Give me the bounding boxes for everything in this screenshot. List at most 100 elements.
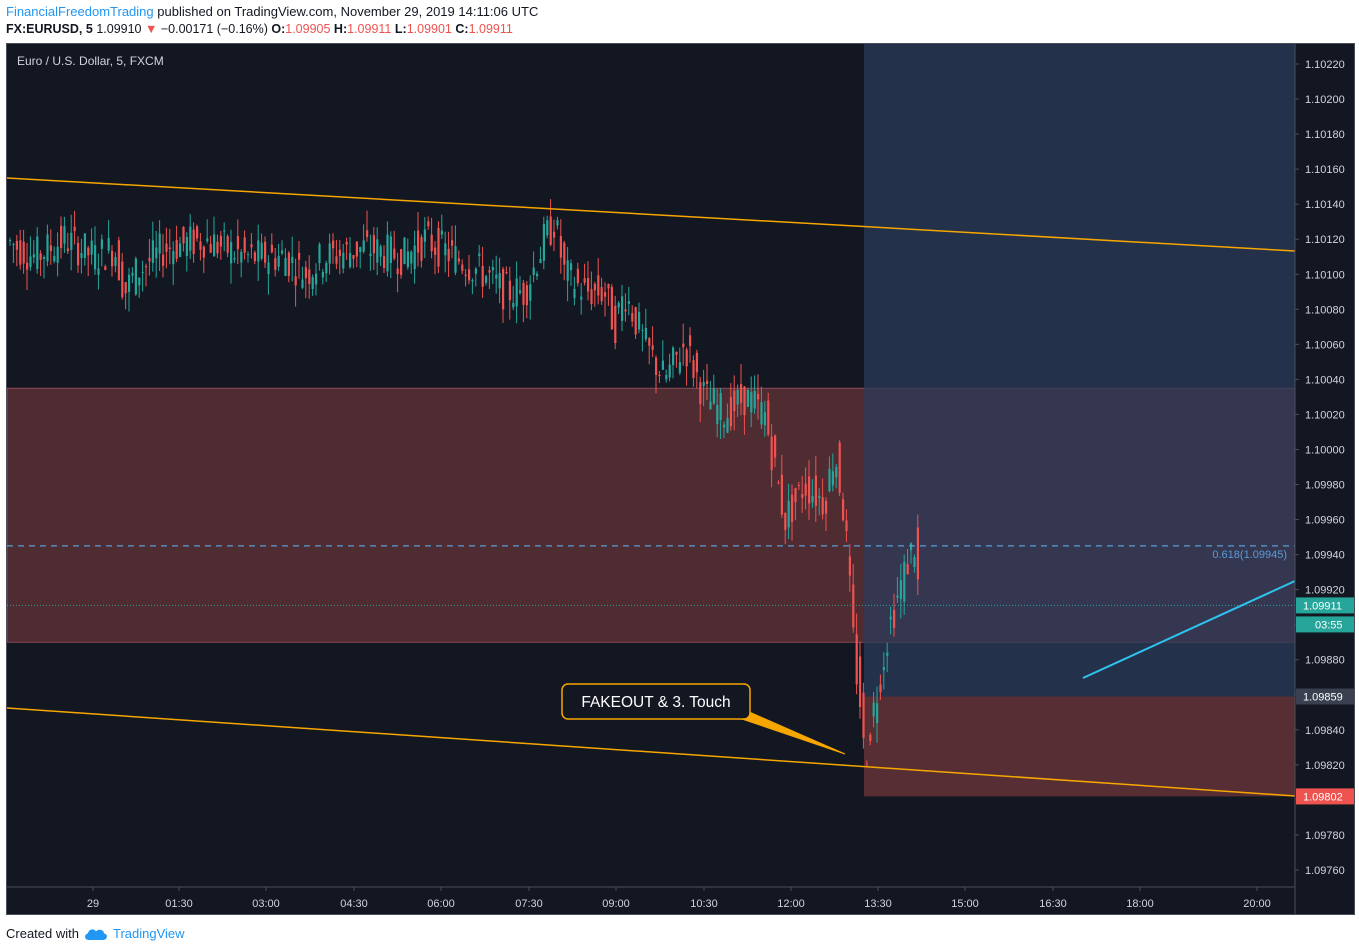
candle-body [621, 296, 624, 321]
candle-body [852, 584, 855, 628]
candle-body [471, 280, 474, 282]
candle-body [716, 404, 719, 425]
candle-body [148, 258, 151, 262]
price-tick-label: 1.09880 [1305, 655, 1345, 667]
candle-body [519, 290, 522, 293]
price-chart[interactable]: 0.618(1.09945) FAKEOUT & 3. Touch Euro / … [7, 44, 1354, 914]
candle-body [49, 245, 52, 252]
candle-body [821, 497, 824, 515]
long-position-target-zone[interactable] [864, 44, 1295, 697]
candle-body [678, 362, 681, 373]
candle-body [536, 273, 539, 277]
price-tick-label: 1.10200 [1305, 94, 1345, 106]
candle-body [763, 412, 766, 426]
candle-body [566, 260, 569, 281]
candle-body [689, 335, 692, 347]
lower-trendline[interactable] [7, 707, 1296, 797]
candle-body [831, 471, 834, 486]
time-tick-label: 10:30 [690, 898, 718, 910]
candle-body [162, 254, 165, 266]
candle-body [879, 684, 882, 693]
candle-body [151, 240, 154, 263]
candle-body [590, 289, 593, 304]
long-position-stop-zone[interactable] [864, 696, 1295, 797]
candle-body [729, 397, 732, 427]
candle-body [362, 240, 365, 252]
open-value: 1.09905 [285, 22, 331, 36]
price-tick-label: 1.09840 [1305, 725, 1345, 737]
callout-box[interactable] [561, 683, 751, 720]
candle-body [400, 249, 403, 275]
candle-body [580, 296, 583, 300]
candle-body [321, 272, 324, 278]
candle-body [240, 251, 243, 263]
candle-body [345, 241, 348, 245]
candle-body [90, 240, 93, 255]
candle-body [406, 251, 409, 268]
candle-body [274, 258, 277, 270]
price-tick-label: 1.10120 [1305, 234, 1345, 246]
candle-body [447, 248, 450, 262]
candle-body [206, 238, 209, 242]
candle-body [427, 221, 430, 227]
time-tick-label: 18:00 [1126, 898, 1154, 910]
candle-body [529, 284, 532, 301]
tradingview-cloud-icon [85, 928, 107, 940]
candle-body [791, 494, 794, 522]
candle-body [440, 230, 443, 235]
candle-body [559, 236, 562, 258]
candle-body [172, 251, 175, 265]
candle-body [94, 245, 97, 270]
footer: Created with TradingView [6, 926, 185, 941]
candle-body [298, 252, 301, 260]
candle-body [502, 268, 505, 310]
candle-body [247, 254, 250, 256]
candle-body [876, 703, 879, 723]
candle-body [668, 364, 671, 378]
candle-body [175, 239, 178, 259]
candle-body [464, 274, 467, 276]
candle-body [804, 483, 807, 496]
candle-body [913, 556, 916, 567]
current-price-badge: 1.09911 [1303, 600, 1342, 612]
candle-body [117, 240, 120, 281]
price-tick-label: 1.09980 [1305, 480, 1345, 492]
candle-body [614, 305, 617, 344]
candle-body [97, 268, 100, 275]
candle-body [216, 241, 219, 254]
candle-body [189, 226, 192, 251]
candle-body [294, 276, 297, 286]
candle-body [648, 338, 651, 346]
candle-body [702, 381, 705, 387]
candle-body [604, 292, 607, 297]
projection-line[interactable] [1082, 580, 1296, 679]
author-link[interactable]: FinancialFreedomTrading [6, 4, 154, 19]
candle-body [182, 226, 185, 244]
candle-body [53, 255, 56, 262]
candle-body [801, 494, 804, 498]
candle-body [389, 236, 392, 263]
tradingview-brand-link[interactable]: TradingView [112, 926, 185, 941]
chart-container[interactable]: 0.618(1.09945) FAKEOUT & 3. Touch Euro / … [6, 43, 1355, 915]
candle-body [434, 247, 437, 255]
candle-body [474, 268, 477, 274]
candle-body [383, 256, 386, 269]
candle-body [233, 257, 236, 260]
candle-body [556, 220, 559, 226]
upper-trendline[interactable] [7, 177, 1296, 252]
candle-body [563, 242, 566, 265]
candle-body [672, 347, 675, 366]
candle-body [685, 349, 688, 367]
candle-body [243, 237, 246, 253]
candle-body [444, 243, 447, 256]
candle-body [525, 285, 528, 306]
price-tick-label: 1.10080 [1305, 304, 1345, 316]
time-tick-label: 07:30 [515, 898, 543, 910]
price-tick-label: 1.09940 [1305, 550, 1345, 562]
close-value: 1.09911 [468, 22, 513, 36]
candle-body [199, 241, 202, 250]
candle-body [740, 384, 743, 403]
candle-body [461, 264, 464, 271]
price-tick-label: 1.10020 [1305, 409, 1345, 421]
candle-body [281, 250, 284, 254]
